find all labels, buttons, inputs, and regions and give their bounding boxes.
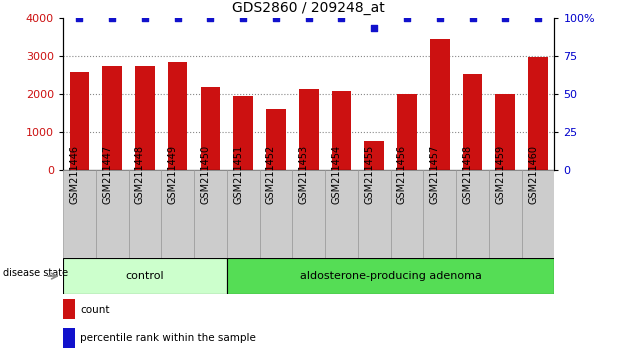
FancyBboxPatch shape [456, 170, 489, 258]
Bar [168, 62, 188, 170]
Bar [397, 94, 417, 170]
Text: percentile rank within the sample: percentile rank within the sample [80, 333, 256, 343]
FancyBboxPatch shape [522, 170, 554, 258]
Text: GSM211452: GSM211452 [266, 145, 276, 204]
Text: GSM211458: GSM211458 [462, 145, 472, 204]
FancyBboxPatch shape [63, 258, 227, 294]
Point [435, 15, 445, 21]
Bar [135, 67, 155, 170]
Point [336, 15, 346, 21]
Bar [430, 39, 450, 170]
Bar [266, 109, 286, 170]
Text: disease state: disease state [3, 268, 68, 278]
Text: control: control [125, 271, 164, 281]
FancyBboxPatch shape [489, 170, 522, 258]
Text: GSM211460: GSM211460 [528, 145, 538, 204]
Point [500, 15, 510, 21]
Text: GSM211451: GSM211451 [233, 145, 243, 204]
Text: GSM211446: GSM211446 [69, 145, 79, 204]
Bar [200, 87, 220, 170]
Point [238, 15, 248, 21]
FancyBboxPatch shape [292, 170, 325, 258]
Text: GSM211459: GSM211459 [495, 145, 505, 204]
FancyBboxPatch shape [423, 170, 456, 258]
Point [271, 15, 281, 21]
FancyBboxPatch shape [129, 170, 161, 258]
Bar [233, 96, 253, 170]
Text: GSM211454: GSM211454 [331, 145, 341, 204]
Text: count: count [80, 305, 110, 315]
Point [173, 15, 183, 21]
Point [107, 15, 117, 21]
Text: GSM211453: GSM211453 [299, 145, 309, 204]
Bar [63, 328, 76, 348]
Text: GSM211455: GSM211455 [364, 145, 374, 204]
Point [369, 25, 379, 31]
FancyBboxPatch shape [161, 170, 194, 258]
Point [140, 15, 150, 21]
Point [304, 15, 314, 21]
Text: GSM211447: GSM211447 [102, 145, 112, 204]
Bar [331, 91, 352, 170]
FancyBboxPatch shape [227, 170, 260, 258]
Point [205, 15, 215, 21]
FancyBboxPatch shape [96, 170, 129, 258]
Bar [462, 74, 483, 170]
FancyBboxPatch shape [194, 170, 227, 258]
FancyBboxPatch shape [260, 170, 292, 258]
FancyBboxPatch shape [325, 170, 358, 258]
Text: GSM211457: GSM211457 [430, 145, 440, 204]
Title: GDS2860 / 209248_at: GDS2860 / 209248_at [232, 1, 385, 15]
Text: GSM211456: GSM211456 [397, 145, 407, 204]
Text: GSM211448: GSM211448 [135, 145, 145, 204]
Bar [495, 94, 515, 170]
FancyBboxPatch shape [358, 170, 391, 258]
Bar [102, 67, 122, 170]
Point [74, 15, 84, 21]
Bar [69, 72, 89, 170]
Point [467, 15, 478, 21]
Bar [63, 299, 76, 319]
FancyBboxPatch shape [63, 170, 96, 258]
FancyBboxPatch shape [227, 258, 554, 294]
Point [402, 15, 412, 21]
Text: aldosterone-producing adenoma: aldosterone-producing adenoma [300, 271, 481, 281]
Bar [528, 57, 548, 170]
Text: GSM211449: GSM211449 [168, 145, 178, 204]
FancyBboxPatch shape [391, 170, 423, 258]
Text: GSM211450: GSM211450 [200, 145, 210, 204]
Bar [299, 89, 319, 170]
Point [533, 15, 543, 21]
Bar [364, 141, 384, 170]
